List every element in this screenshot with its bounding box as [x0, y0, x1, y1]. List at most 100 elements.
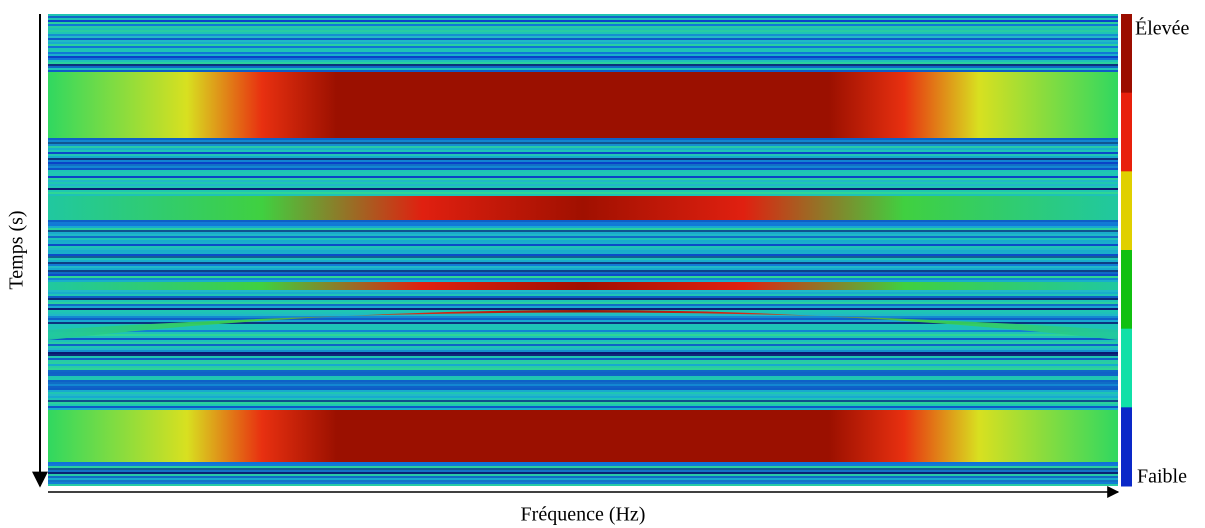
y-axis-label: Temps (s) — [6, 210, 28, 289]
stripe — [48, 248, 1118, 250]
stripe — [48, 60, 1118, 62]
stripe — [48, 156, 1118, 158]
stripe — [48, 362, 1118, 364]
stripe — [48, 168, 1118, 170]
stripe — [48, 182, 1118, 184]
stripe — [48, 368, 1118, 370]
stripe — [48, 274, 1118, 276]
colorbar-segment — [1121, 407, 1132, 487]
stripe — [48, 332, 1118, 334]
x-axis-label: Fréquence (Hz) — [521, 504, 646, 526]
stripe — [48, 38, 1118, 40]
stripe — [48, 356, 1118, 358]
colorbar-high-label: Élevée — [1135, 17, 1190, 40]
stripe — [48, 68, 1118, 70]
stripe — [48, 330, 1118, 332]
stripe — [48, 254, 1118, 256]
stripe — [48, 20, 1118, 22]
colorbar — [1121, 14, 1132, 487]
stripe — [48, 278, 1118, 280]
stripe — [48, 338, 1118, 340]
stripe — [48, 166, 1118, 168]
stripe — [48, 372, 1118, 374]
stripe — [48, 386, 1118, 388]
stripe — [48, 382, 1118, 384]
stripe — [48, 28, 1118, 30]
stripe — [48, 142, 1118, 144]
stripe — [48, 344, 1118, 346]
colorbar-segment — [1121, 250, 1132, 330]
stripe — [48, 236, 1118, 238]
stripe — [48, 34, 1118, 36]
stripe — [48, 14, 1118, 16]
stripe — [48, 388, 1118, 390]
stripe — [48, 50, 1118, 52]
stripe — [48, 234, 1118, 236]
stripe — [48, 54, 1118, 56]
stripe — [48, 312, 1118, 314]
stripe — [48, 360, 1118, 362]
stripe — [48, 66, 1118, 68]
stripe — [48, 184, 1118, 186]
stripe — [48, 220, 1118, 222]
stripe — [48, 276, 1118, 278]
stripe — [48, 144, 1118, 146]
stripe — [48, 408, 1118, 410]
stripe — [48, 252, 1118, 254]
stripe — [48, 304, 1118, 306]
stripe — [48, 36, 1118, 38]
stripe — [48, 242, 1118, 244]
stripe — [48, 480, 1118, 482]
stripe — [48, 56, 1118, 58]
stripe — [48, 272, 1118, 274]
colorbar-segment — [1121, 328, 1132, 408]
stripe — [48, 240, 1118, 242]
stripe — [48, 404, 1118, 406]
stripe — [48, 222, 1118, 224]
stripe — [48, 238, 1118, 240]
stripe — [48, 18, 1118, 20]
stripe — [48, 390, 1118, 392]
stripe — [48, 396, 1118, 398]
warm-band — [48, 282, 1118, 290]
stripe — [48, 162, 1118, 164]
stripe — [48, 148, 1118, 150]
stripe — [48, 244, 1118, 246]
stripe — [48, 318, 1118, 320]
stripe — [48, 138, 1118, 140]
stripe — [48, 474, 1118, 476]
stripe — [48, 292, 1118, 294]
stripe — [48, 316, 1118, 318]
stripe — [48, 70, 1118, 72]
stripe — [48, 232, 1118, 234]
stripe — [48, 44, 1118, 46]
stripe — [48, 46, 1118, 48]
stripe — [48, 174, 1118, 176]
stripe — [48, 40, 1118, 42]
stripe — [48, 334, 1118, 336]
stripe — [48, 314, 1118, 316]
stripe — [48, 370, 1118, 372]
stripe — [48, 26, 1118, 28]
stripe — [48, 342, 1118, 344]
stripe — [48, 226, 1118, 228]
stripe — [48, 180, 1118, 182]
stripe — [48, 364, 1118, 366]
stripe — [48, 186, 1118, 188]
stripe — [48, 348, 1118, 350]
stripe — [48, 466, 1118, 468]
stripe — [48, 62, 1118, 64]
stripe — [48, 384, 1118, 386]
stripe — [48, 30, 1118, 32]
stripe — [48, 170, 1118, 172]
stripe — [48, 328, 1118, 330]
stripe — [48, 366, 1118, 368]
stripe — [48, 280, 1118, 282]
stripe — [48, 358, 1118, 360]
stripe — [48, 140, 1118, 142]
stripe — [48, 406, 1118, 408]
hot-bands — [48, 72, 1118, 462]
stripe — [48, 476, 1118, 478]
stripe — [48, 42, 1118, 44]
stripe — [48, 350, 1118, 352]
